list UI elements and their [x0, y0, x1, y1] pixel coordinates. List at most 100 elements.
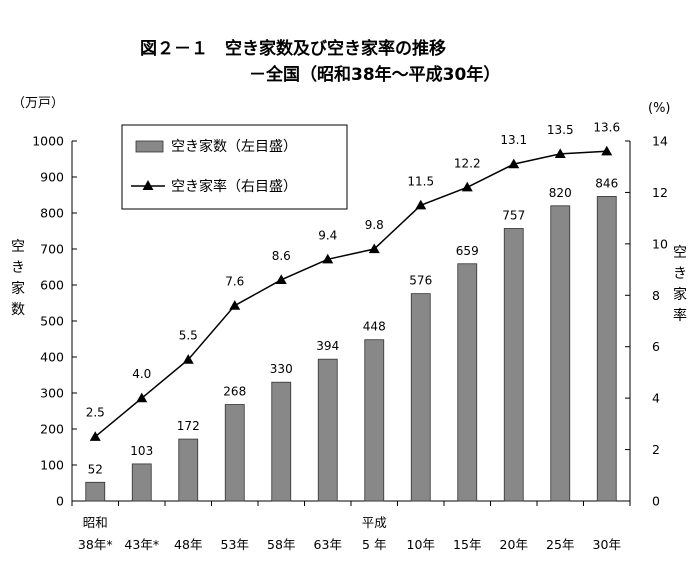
left-axis-label-char: 空 — [11, 239, 25, 255]
rate-value-label: 13.5 — [547, 123, 574, 137]
x-tick-label: 63年 — [314, 537, 342, 552]
x-tick-label: 58年 — [267, 537, 295, 552]
chart-title-line2: －全国（昭和38年～平成30年） — [249, 64, 500, 85]
x-tick-label: 38年* — [78, 537, 113, 552]
bar — [131, 463, 152, 502]
rate-marker — [601, 145, 613, 156]
rate-value-label: 9.8 — [365, 218, 384, 232]
rate-marker — [136, 392, 148, 403]
bar-value-label: 576 — [409, 274, 432, 288]
bar — [503, 228, 524, 502]
x-tick-label: 5 年 — [362, 537, 386, 552]
rate-value-label: 8.6 — [272, 249, 291, 263]
era-label: 平成 — [362, 515, 387, 530]
left-axis-label-char: き — [11, 260, 25, 276]
bar-value-label: 330 — [270, 362, 293, 376]
rate-marker — [229, 300, 241, 310]
right-axis-label-char: き — [673, 266, 687, 282]
bar — [596, 196, 617, 502]
right-axis-label-char: 家 — [673, 286, 687, 303]
rate-value-label: 13.1 — [500, 133, 527, 147]
right-tick-label: 10 — [652, 236, 668, 251]
left-axis-label-char: 家 — [11, 280, 25, 297]
line-series — [89, 145, 613, 441]
x-tick-label: 15年 — [453, 537, 481, 552]
left-tick-label: 500 — [40, 314, 64, 329]
bar-value-label: 103 — [130, 444, 153, 458]
era-label: 昭和 — [83, 515, 108, 530]
right-axis-label: 空き家率 — [673, 245, 687, 324]
rate-marker — [461, 181, 473, 192]
left-tick-label: 700 — [40, 242, 64, 257]
right-axis-label-char: 空 — [673, 245, 687, 261]
left-tick-label: 200 — [40, 422, 64, 437]
bar — [317, 358, 338, 502]
x-tick-label: 20年 — [500, 537, 528, 552]
right-tick-label: 0 — [652, 494, 660, 509]
rate-marker — [89, 431, 101, 441]
bar-series — [85, 196, 617, 502]
legend-bar-swatch — [135, 140, 164, 153]
rate-marker — [322, 253, 334, 264]
rate-value-label: 9.4 — [318, 228, 337, 242]
rate-value-label: 4.0 — [132, 367, 151, 381]
left-tick-label: 900 — [40, 170, 64, 185]
right-tick-label: 4 — [652, 391, 660, 406]
rate-line — [94, 150, 607, 438]
rate-marker — [368, 243, 380, 254]
data-labels: 52 103 172 268 330 394 448 576 659 757 820 846 2.5 4.… — [86, 120, 620, 476]
rate-marker — [415, 199, 427, 210]
left-tick-label: 100 — [40, 458, 64, 473]
right-tick-label: 8 — [652, 288, 660, 303]
x-tick-label: 53年 — [221, 537, 249, 552]
bar-value-label: 846 — [595, 176, 618, 190]
right-tick-label: 12 — [652, 185, 668, 200]
rate-value-label: 7.6 — [225, 275, 244, 289]
rate-value-label: 11.5 — [407, 174, 434, 188]
bar-value-label: 448 — [363, 320, 386, 334]
left-tick-label: 600 — [40, 278, 64, 293]
bar — [224, 404, 245, 502]
left-axis-label-char: 数 — [11, 302, 25, 318]
bar — [271, 381, 292, 502]
left-tick-label: 0 — [56, 494, 64, 509]
bar-value-label: 659 — [456, 244, 479, 258]
rate-marker — [182, 354, 194, 364]
x-tick-label: 48年 — [174, 537, 202, 552]
rate-value-label: 5.5 — [179, 329, 198, 343]
x-tick-label: 43年* — [124, 537, 159, 552]
bar — [178, 438, 199, 502]
rate-value-label: 12.2 — [454, 156, 481, 170]
bar — [457, 263, 478, 502]
chart-title-line1: 図２－１ 空き家数及び空き家率の推移 — [140, 38, 446, 59]
right-tick-label: 14 — [652, 134, 668, 149]
bar-value-label: 52 — [88, 462, 103, 476]
x-tick-label: 25年 — [546, 537, 574, 552]
right-tick-label: 6 — [652, 339, 660, 354]
axes: 0 100 200 300 400 500 600 700 800 900 1000 0 2 4 6 8 10 1… — [11, 134, 687, 553]
left-tick-label: 1000 — [32, 134, 64, 149]
bar — [85, 481, 106, 502]
rate-value-label: 2.5 — [86, 406, 105, 420]
left-tick-label: 800 — [40, 206, 64, 221]
rate-value-label: 13.6 — [593, 120, 620, 134]
right-axis-unit: (%) — [648, 101, 671, 116]
bar — [364, 339, 385, 502]
left-axis-unit: （万戸） — [12, 96, 64, 111]
right-tick-label: 2 — [652, 442, 660, 457]
x-tick-label: 10年 — [407, 537, 435, 552]
right-axis-label-char: 率 — [673, 307, 687, 324]
legend-line-label: 空き家率（右目盛） — [171, 178, 297, 195]
bar-value-label: 268 — [223, 385, 246, 399]
bar-value-label: 757 — [502, 208, 525, 222]
legend-line-marker — [142, 180, 154, 190]
left-tick-label: 300 — [40, 386, 64, 401]
legend: 空き家数（左目盛） 空き家率（右目盛） — [121, 124, 348, 210]
rate-marker — [275, 274, 287, 284]
bar-value-label: 820 — [549, 186, 572, 200]
bar — [410, 293, 431, 502]
legend-bar-label: 空き家数（左目盛） — [171, 138, 297, 155]
rate-marker — [554, 148, 566, 158]
bar-value-label: 172 — [177, 419, 200, 433]
